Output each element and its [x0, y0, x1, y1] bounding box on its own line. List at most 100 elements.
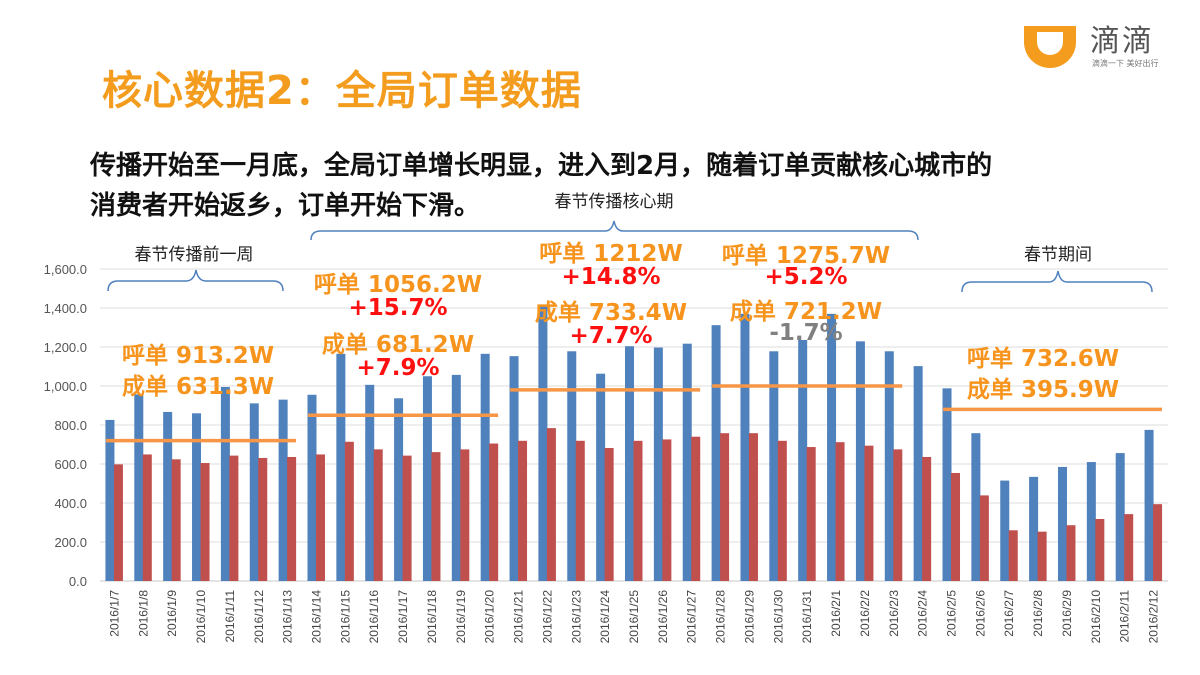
- bar-call-orders: [625, 346, 634, 581]
- y-tick-label: 1,400.0: [44, 301, 87, 316]
- bar-call-orders: [451, 374, 461, 581]
- bar-completed-orders: [171, 459, 181, 581]
- bar-completed-orders: [287, 456, 297, 581]
- x-tick-label: 2016/2/7: [1002, 590, 1016, 637]
- bar-completed-orders: [518, 440, 528, 581]
- bar-call-orders: [163, 411, 173, 581]
- bar-call-orders: [769, 351, 779, 581]
- bar-call-orders: [249, 403, 259, 581]
- bar-completed-orders: [489, 443, 499, 581]
- x-tick-label: 2016/1/20: [483, 590, 497, 644]
- bar-call-orders: [942, 388, 952, 581]
- bar-completed-orders: [1066, 525, 1076, 581]
- x-tick-label: 2016/1/9: [165, 590, 179, 637]
- bar-call-orders: [480, 353, 490, 581]
- annotation-g4-call: 呼单 1275.7W: [721, 243, 891, 269]
- bar-completed-orders: [951, 472, 961, 581]
- bar-completed-orders: [258, 457, 268, 581]
- x-tick-label: 2016/2/11: [1118, 590, 1132, 643]
- x-tick-label: 2016/2/5: [945, 590, 959, 637]
- bar-call-orders: [855, 341, 865, 581]
- bar-call-orders: [1144, 429, 1154, 581]
- bracket-label-core-period: 春节传播核心期: [554, 192, 674, 212]
- y-tick-label: 400.0: [54, 496, 87, 511]
- bar-call-orders: [394, 398, 404, 581]
- x-tick-label: 2016/1/21: [512, 590, 526, 644]
- x-tick-label: 2016/1/10: [194, 590, 208, 644]
- bar-call-orders: [192, 413, 202, 581]
- x-tick-label: 2016/1/18: [425, 590, 439, 644]
- bar-completed-orders: [691, 436, 701, 581]
- x-tick-label: 2016/2/8: [1031, 590, 1045, 637]
- bar-call-orders: [711, 325, 721, 581]
- y-tick-label: 800.0: [54, 418, 87, 433]
- bar-call-orders: [1086, 462, 1096, 581]
- bar-call-orders: [1057, 466, 1067, 581]
- bar-completed-orders: [546, 428, 556, 581]
- x-tick-label: 2016/1/30: [771, 590, 785, 644]
- bar-call-orders: [220, 386, 230, 581]
- bar-completed-orders: [142, 454, 152, 581]
- bar-completed-orders: [1153, 504, 1163, 581]
- annotation-g5-call: 呼单 732.6W: [967, 346, 1120, 372]
- logo-slogan: 滴滴一下 美好出行: [1092, 59, 1159, 68]
- annotation-g3-done: 成单 733.4W: [534, 300, 688, 326]
- x-tick-label: 2016/2/3: [887, 590, 901, 637]
- x-tick-label: 2016/1/29: [742, 590, 756, 644]
- x-tick-label: 2016/1/28: [714, 590, 728, 644]
- y-tick-label: 1,000.0: [44, 379, 87, 394]
- x-tick-label: 2016/1/17: [396, 590, 410, 644]
- x-tick-label: 2016/1/27: [685, 590, 699, 644]
- bar-call-orders: [682, 343, 692, 581]
- annotation-g2-call-change: +15.7%: [348, 295, 448, 321]
- bar-completed-orders: [1008, 530, 1018, 581]
- bar-completed-orders: [633, 440, 643, 581]
- bar-completed-orders: [864, 445, 874, 581]
- bar-completed-orders: [575, 440, 585, 581]
- annotation-g2-call: 呼单 1056.2W: [313, 272, 483, 298]
- annotation-g3-call: 呼单 1212W: [539, 241, 683, 267]
- bar-call-orders: [827, 313, 837, 581]
- bar-call-orders: [596, 373, 606, 581]
- bar-completed-orders: [806, 447, 816, 581]
- x-tick-label: 2016/1/7: [107, 590, 121, 637]
- page-title: 核心数据2：全局订单数据: [102, 68, 582, 114]
- bar-completed-orders: [315, 454, 325, 581]
- annotation-g3-done-change: +7.7%: [569, 323, 653, 349]
- bar-completed-orders: [835, 442, 845, 581]
- bar-completed-orders: [748, 433, 758, 581]
- bar-call-orders: [134, 394, 144, 581]
- bar-call-orders: [538, 305, 548, 581]
- x-tick-label: 2016/1/25: [627, 590, 641, 644]
- bar-call-orders: [971, 433, 981, 581]
- y-tick-label: 1,600.0: [44, 262, 87, 277]
- bar-completed-orders: [893, 449, 903, 581]
- bar-completed-orders: [1095, 518, 1105, 581]
- bar-call-orders: [422, 376, 432, 581]
- x-tick-label: 2016/1/14: [309, 590, 323, 644]
- x-tick-label: 2016/1/11: [223, 590, 237, 643]
- annotation-g2-done-change: +7.9%: [356, 355, 440, 381]
- bar-call-orders: [798, 339, 808, 581]
- brace-pre-week: [107, 269, 284, 292]
- x-tick-label: 2016/2/9: [1060, 590, 1074, 637]
- annotation-g4-done: 成单 721.2W: [729, 299, 883, 325]
- x-tick-label: 2016/2/4: [916, 590, 930, 637]
- logo-name: 滴滴: [1090, 24, 1154, 59]
- bar-call-orders: [365, 384, 375, 581]
- brace-festival: [961, 270, 1153, 293]
- y-tick-label: 0.0: [69, 574, 87, 589]
- bar-completed-orders: [229, 455, 239, 581]
- x-tick-label: 2016/1/22: [540, 590, 554, 644]
- x-tick-label: 2016/1/13: [281, 590, 295, 644]
- bar-completed-orders: [431, 452, 441, 581]
- bar-completed-orders: [113, 464, 123, 581]
- bar-call-orders: [884, 351, 894, 581]
- annotation-g1-call: 呼单 913.2W: [122, 343, 275, 369]
- x-tick-label: 2016/1/8: [136, 590, 150, 637]
- annotation-g4-call-change: +5.2%: [764, 264, 848, 290]
- brace-core-period: [310, 220, 919, 241]
- annotation-g2-done: 成单 681.2W: [321, 332, 475, 358]
- x-tick-label: 2016/1/12: [252, 590, 266, 644]
- annotation-g1-done: 成单 631.3W: [122, 374, 275, 400]
